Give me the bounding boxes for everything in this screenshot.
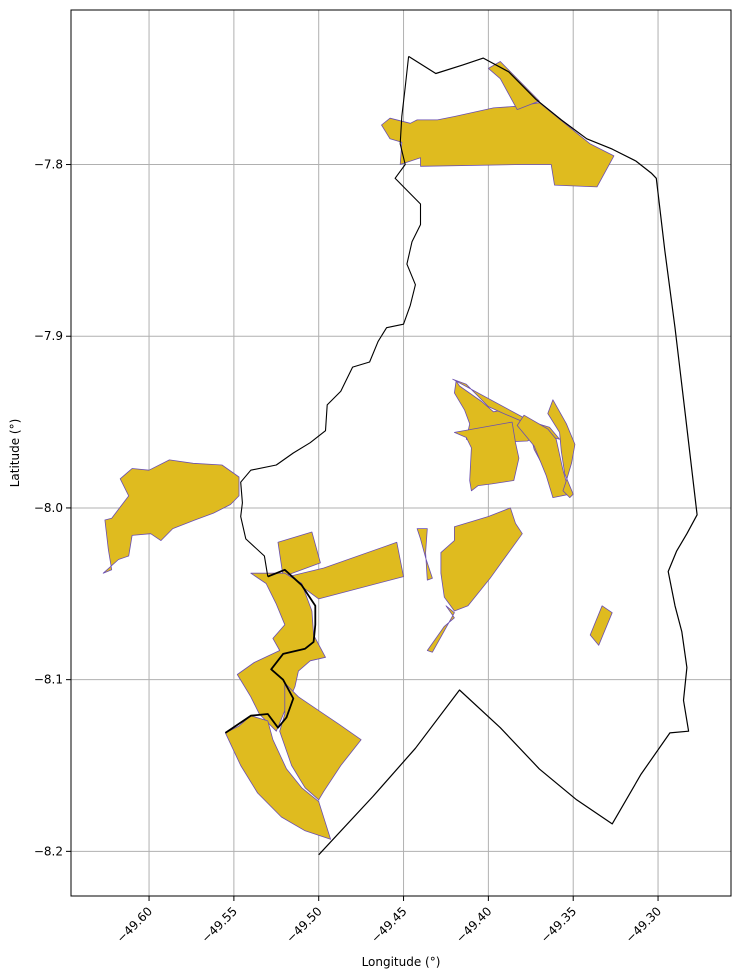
land-parcel [589, 605, 613, 646]
plot-frame [70, 9, 732, 897]
land-parcel [440, 507, 523, 612]
land-parcel [381, 102, 615, 188]
y-tick-label: −8.0 [34, 501, 63, 515]
y-tick-label: −8.2 [34, 844, 63, 858]
map-features [102, 55, 698, 856]
river-line [240, 56, 422, 577]
y-tick-label: −8.1 [34, 673, 63, 687]
land-parcel [279, 682, 362, 801]
land-parcel [426, 605, 455, 653]
land-parcel [102, 459, 240, 574]
land-parcel [487, 61, 540, 110]
land-parcel [453, 421, 520, 492]
land-parcel [287, 541, 404, 600]
boundary-line [318, 55, 698, 856]
land-parcel [224, 715, 332, 840]
land-parcel [547, 399, 576, 499]
y-tick-label: −7.9 [34, 329, 63, 343]
land-parcel [416, 528, 433, 581]
y-tick-label: −7.8 [34, 158, 63, 172]
x-axis-label: Longitude (°) [362, 955, 441, 969]
y-axis-label: Latitude (°) [8, 419, 22, 488]
land-parcel [277, 531, 321, 577]
river-line [224, 568, 317, 734]
